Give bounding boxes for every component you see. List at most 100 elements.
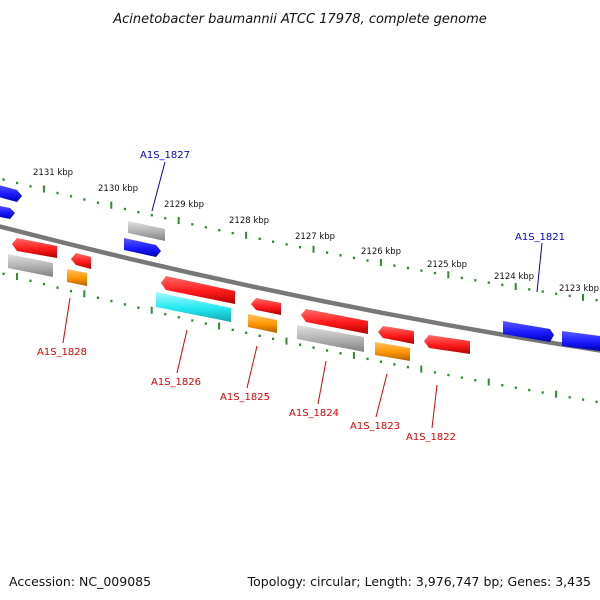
tick-major [379,258,382,266]
tick-minor [42,283,46,286]
tick-minor [406,365,409,369]
tick-major [487,378,490,386]
tick-minor [110,299,113,303]
tick-minor [150,214,153,217]
tick-major [83,290,86,298]
tick-major [245,231,248,239]
gene-label: A1S_1823 [350,421,400,432]
tick-minor [299,246,302,249]
tick-minor [568,294,571,298]
tick-minor [83,198,86,201]
scale-label: 2123 kbp [559,284,599,294]
tick-minor [339,254,342,257]
tick-minor [69,289,73,293]
tick-minor [528,388,531,392]
tick-minor [231,328,234,331]
tick-minor [2,272,5,275]
tick-minor [474,379,477,382]
gene-labels: A1S_1827 A1S_1821 A1S_1828 A1S_1826 A1S_… [37,150,565,443]
tick-minor [555,292,558,295]
tick-minor [204,226,207,229]
leader-line [375,373,388,418]
scale-label: 2127 kbp [295,232,335,242]
gene-arrow [251,298,281,315]
leader-line [151,161,166,212]
tick-minor [541,391,544,394]
tick-minor [164,217,167,220]
tick-minor [474,279,477,282]
tick-minor [487,281,490,284]
tick-minor [69,195,73,198]
tick-minor [245,331,248,334]
leader-line [317,360,327,405]
tick-minor [258,237,261,240]
genome-summary-text: Topology: circular; Length: 3,976,747 bp… [247,574,591,589]
tick-minor [393,363,396,366]
gene-arrow [503,321,554,342]
tick-minor [339,352,342,355]
gene-label: A1S_1822 [406,432,456,443]
tick-minor [433,371,436,374]
tick-minor [137,306,140,309]
gene-arrow [562,331,600,351]
tick-minor [379,360,383,363]
gene-arrow [124,238,161,257]
tick-minor [177,316,180,319]
tick-major [16,273,18,281]
tick-minor [541,290,544,293]
gene-arrow [424,335,470,354]
gene-block [8,254,53,277]
gene-arrow [71,253,91,269]
tick-major [285,337,288,345]
gene-label: A1S_1828 [37,347,87,358]
tick-major [218,322,221,330]
scale-ticks-outer [2,178,598,302]
tick-minor [366,259,369,262]
leader-line [246,345,258,389]
tick-minor [123,303,126,306]
tick-minor [123,207,126,211]
gene-arrow [0,185,22,202]
tick-minor [528,288,531,291]
gene-block [156,292,231,322]
tick-minor [258,334,261,337]
tick-major [150,306,153,314]
tick-minor [447,373,450,377]
tick-minor [299,343,302,346]
tick-minor [433,271,436,275]
tick-minor [56,191,59,195]
label-leaders [62,161,543,429]
tick-minor [595,400,598,404]
map-title: Acinetobacter baumannii ATCC 17978, comp… [112,12,487,27]
tick-minor [326,349,329,352]
gene-block [128,221,165,241]
tick-minor [272,337,275,340]
tick-minor [29,185,32,188]
tick-minor [204,322,207,325]
gene-label: A1S_1826 [151,377,201,388]
tick-minor [231,231,234,235]
tick-major [110,201,113,209]
tick-minor [191,223,194,226]
gene-arrow [301,309,368,334]
tick-major [582,293,584,301]
scale-label: 2124 kbp [494,272,534,282]
tick-minor [582,398,585,401]
gene-label: A1S_1825 [220,392,270,403]
tick-major [555,390,558,398]
tick-minor [137,211,140,214]
tick-minor [326,251,329,254]
tick-minor [96,296,99,299]
tick-major [514,283,517,290]
gene-block [375,342,410,361]
tick-minor [406,266,409,270]
scale-label: 2128 kbp [229,216,269,226]
tick-minor [218,229,221,232]
genome-backbone [0,224,600,353]
tick-major [352,351,355,359]
tick-minor [56,286,59,289]
tick-minor [352,256,356,260]
tick-minor [501,283,504,287]
gene-block [297,325,364,352]
